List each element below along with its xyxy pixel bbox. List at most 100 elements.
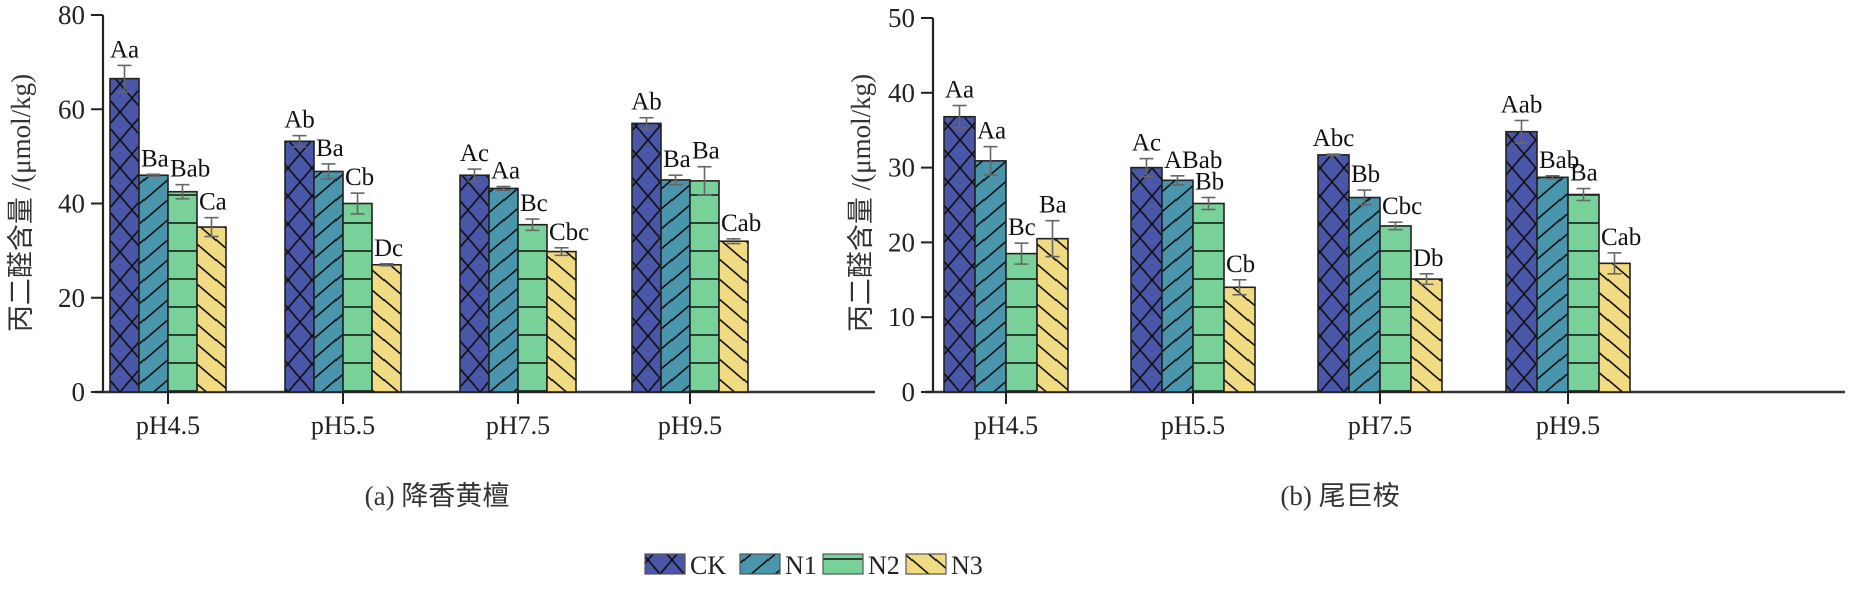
bar-n2-ph5-5-pattern xyxy=(342,202,373,393)
bar-ck-ph7-5-pattern xyxy=(1317,154,1350,393)
bar-n1-ph7-5-pattern xyxy=(488,187,519,393)
bar-n2-ph9-5-pattern xyxy=(689,180,720,393)
legend-swatch-pattern xyxy=(822,553,864,575)
bar-n2-ph7-5-pattern xyxy=(517,223,548,393)
significance-label: Bab xyxy=(170,156,210,183)
y-tick-label: 20 xyxy=(888,227,915,257)
bar-ck-ph9-5-pattern xyxy=(631,122,662,393)
bar-ck-ph9-5-pattern xyxy=(1505,130,1538,393)
legend-swatch-pattern xyxy=(739,553,781,575)
bar-n3-ph5-5-pattern xyxy=(1223,286,1256,393)
significance-label: Ba xyxy=(316,135,344,162)
significance-label: Aab xyxy=(1501,91,1543,118)
bar-n2-ph5-5-pattern xyxy=(1192,202,1225,393)
significance-label: Ab xyxy=(284,107,315,134)
significance-label: Db xyxy=(1413,245,1444,272)
significance-label: Abc xyxy=(1313,125,1355,152)
bar-n2-ph7-5-pattern xyxy=(1379,225,1412,393)
legend-item-ck: CK xyxy=(644,551,726,580)
y-tick-label: 20 xyxy=(58,283,85,313)
panel-a-tick-labels: 0 20 40 60 80 pH4.5 pH5.5 pH7.5 pH9.5 xyxy=(58,0,722,440)
panel-b: AaAaBcBaAcABabBbCbAbcBbCbcDbAabBabBaCab … xyxy=(846,3,1845,511)
y-tick-label: 50 xyxy=(888,3,915,33)
bar-ck-ph5-5-pattern xyxy=(1130,166,1163,393)
significance-label: Cab xyxy=(721,210,761,237)
x-tick-label: pH5.5 xyxy=(311,411,375,440)
bar-n3-ph9-5-pattern xyxy=(718,240,749,393)
y-tick-label: 60 xyxy=(58,94,85,124)
panel-b-title: (b) 尾巨桉 xyxy=(1280,481,1399,511)
bar-n3-ph7-5-pattern xyxy=(546,250,577,393)
y-tick-label: 10 xyxy=(888,302,915,332)
significance-label: Cb xyxy=(345,164,374,191)
significance-label: Aa xyxy=(945,77,974,104)
legend-swatch-pattern xyxy=(905,553,947,575)
bar-n3-ph4-5-pattern xyxy=(1036,237,1069,393)
bar-n1-ph9-5-pattern xyxy=(1536,176,1569,393)
significance-label: Bb xyxy=(1351,161,1380,188)
panel-a-y-axis-label: 丙二醛含量 /(μmol/kg) xyxy=(6,74,36,332)
y-tick-label: 80 xyxy=(58,0,85,30)
bar-n2-ph4-5-pattern xyxy=(1005,252,1038,393)
significance-label: Ba xyxy=(692,138,720,165)
significance-label: Ba xyxy=(1570,160,1598,187)
y-tick-label: 40 xyxy=(888,78,915,108)
legend-item-n1: N1 xyxy=(739,551,817,580)
significance-label: Ac xyxy=(1132,130,1161,157)
significance-label: Bb xyxy=(1195,169,1224,196)
x-tick-label: pH4.5 xyxy=(136,411,200,440)
significance-label: Ab xyxy=(631,89,662,116)
significance-label: Bab xyxy=(1539,147,1579,174)
legend: CK N1 N2 N3 xyxy=(644,551,983,580)
panel-b-tick-labels: 0 10 20 30 40 50 pH4.5 pH5.5 pH7.5 pH9.5 xyxy=(888,3,1600,440)
y-tick-label: 0 xyxy=(902,377,916,407)
x-tick-label: pH5.5 xyxy=(1161,411,1225,440)
significance-label: Cb xyxy=(1226,251,1255,278)
significance-label: Aa xyxy=(110,36,139,63)
significance-label: Aa xyxy=(977,118,1006,145)
bar-n2-ph9-5-pattern xyxy=(1567,193,1600,393)
bar-n1-ph9-5-pattern xyxy=(660,179,691,393)
significance-label: Bc xyxy=(1008,214,1036,241)
significance-label: Ba xyxy=(1039,192,1067,219)
x-tick-label: pH7.5 xyxy=(1348,411,1412,440)
panel-b-error-bars xyxy=(952,104,1622,296)
panel-a-title: (a) 降香黄檀 xyxy=(365,481,510,511)
bar-n1-ph5-5-pattern xyxy=(313,170,344,393)
panel-a-bars xyxy=(109,77,749,393)
bar-n3-ph7-5-pattern xyxy=(1410,278,1443,393)
significance-label: Ba xyxy=(141,145,169,172)
bar-ck-ph7-5-pattern xyxy=(459,174,490,393)
significance-label: Ac xyxy=(460,140,489,167)
bar-n1-ph7-5-pattern xyxy=(1348,196,1381,393)
panel-a-error-bars xyxy=(117,64,741,267)
bar-n3-ph5-5-pattern xyxy=(371,263,402,393)
significance-label: Cab xyxy=(1601,224,1641,251)
bar-n3-ph9-5-pattern xyxy=(1598,262,1631,393)
y-tick-label: 40 xyxy=(58,189,85,219)
bar-n1-ph4-5-pattern xyxy=(138,174,169,393)
significance-label: Cbc xyxy=(1382,193,1422,220)
significance-label: Aa xyxy=(491,158,520,185)
bar-ck-ph4-5-pattern xyxy=(943,115,976,393)
legend-item-n2: N2 xyxy=(822,551,900,580)
significance-label: ABab xyxy=(1164,147,1222,174)
x-tick-label: pH4.5 xyxy=(974,411,1038,440)
legend-label: CK xyxy=(690,551,726,580)
y-tick-label: 30 xyxy=(888,153,915,183)
bar-ck-ph4-5-pattern xyxy=(109,77,140,393)
panel-b-bars xyxy=(943,115,1631,393)
legend-label: N2 xyxy=(868,551,900,580)
significance-label: Ca xyxy=(199,189,227,216)
x-tick-label: pH7.5 xyxy=(486,411,550,440)
legend-label: N3 xyxy=(951,551,983,580)
significance-label: Bc xyxy=(520,190,548,217)
legend-item-n3: N3 xyxy=(905,551,983,580)
bar-n1-ph5-5-pattern xyxy=(1161,179,1194,393)
significance-label: Dc xyxy=(374,235,403,262)
bar-n3-ph4-5-pattern xyxy=(196,226,227,393)
